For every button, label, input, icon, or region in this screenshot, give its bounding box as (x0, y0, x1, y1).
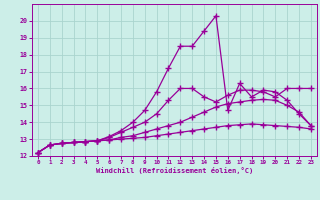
X-axis label: Windchill (Refroidissement éolien,°C): Windchill (Refroidissement éolien,°C) (96, 167, 253, 174)
